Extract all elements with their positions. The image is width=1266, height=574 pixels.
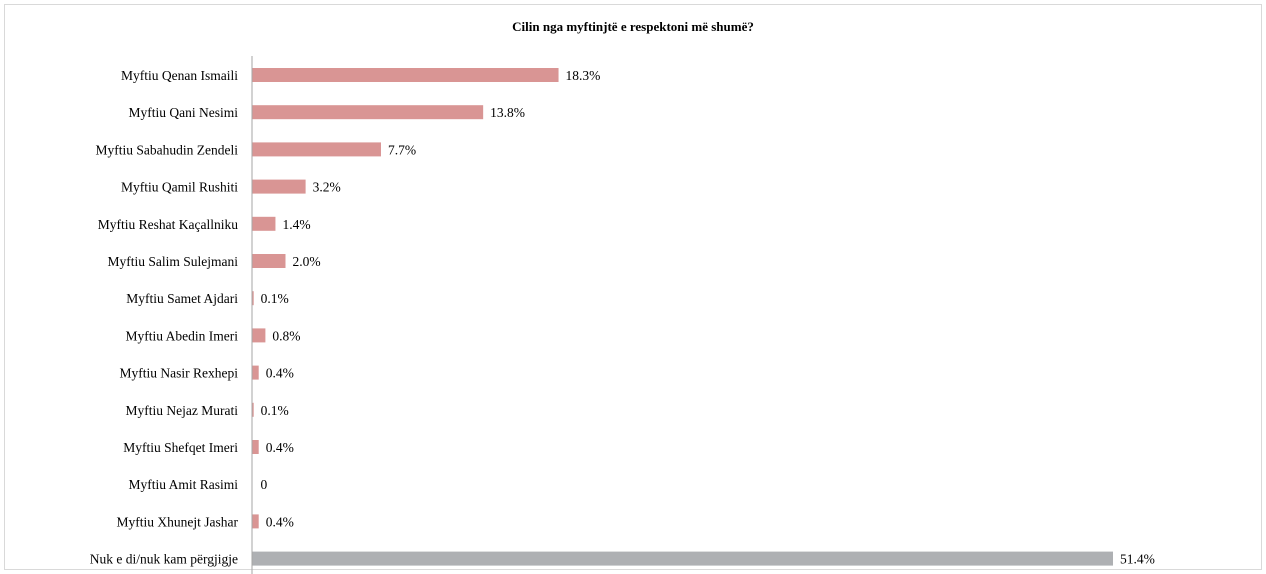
data-label: 18.3% <box>566 68 601 83</box>
bar <box>252 179 306 194</box>
bar <box>252 105 484 120</box>
bar <box>252 440 259 454</box>
category-label: Myftiu Qani Nesimi <box>129 105 239 120</box>
data-label: 0.4% <box>266 514 294 529</box>
bar <box>252 291 254 306</box>
category-label: Myftiu Nejaz Murati <box>126 403 239 418</box>
data-label: 51.4% <box>1120 552 1155 567</box>
data-label: 0.8% <box>272 328 300 343</box>
category-label: Myftiu Shefqet Imeri <box>123 440 238 455</box>
category-label: Myftiu Amit Rasimi <box>128 477 238 492</box>
bar <box>252 328 266 343</box>
category-label: Myftiu Reshat Kaçallniku <box>98 217 238 232</box>
data-label: 2.0% <box>293 254 321 269</box>
category-label: Myftiu Abedin Imeri <box>126 328 239 343</box>
data-label: 1.4% <box>282 217 310 232</box>
category-label: Myftiu Qenan Ismaili <box>121 68 238 83</box>
data-label: 3.2% <box>313 180 341 195</box>
data-label: 0.4% <box>266 440 294 455</box>
bar <box>252 142 381 157</box>
chart-frame <box>4 4 1262 570</box>
bar <box>252 254 286 268</box>
data-label: 0 <box>261 477 268 492</box>
chart-title: Cilin nga myftinjtë e respektoni më shum… <box>512 19 754 34</box>
category-label: Myftiu Samet Ajdari <box>126 291 238 306</box>
category-label: Myftiu Nasir Rexhepi <box>120 366 239 381</box>
data-label: 0.1% <box>261 403 289 418</box>
bar <box>252 68 559 82</box>
data-label: 13.8% <box>490 105 525 120</box>
category-label: Myftiu Salim Sulejmani <box>108 254 239 269</box>
bar <box>252 514 259 529</box>
bar <box>252 365 259 380</box>
category-label: Myftiu Xhunejt Jashar <box>117 514 239 529</box>
category-label: Myftiu Sabahudin Zendeli <box>96 142 239 157</box>
category-label: Nuk e di/nuk kam përgjigje <box>90 552 238 567</box>
bar <box>252 216 276 231</box>
data-label: 7.7% <box>388 142 416 157</box>
data-label: 0.1% <box>261 291 289 306</box>
bar <box>252 551 1113 566</box>
data-label: 0.4% <box>266 366 294 381</box>
category-label: Myftiu Qamil Rushiti <box>121 180 238 195</box>
bar <box>252 402 254 417</box>
